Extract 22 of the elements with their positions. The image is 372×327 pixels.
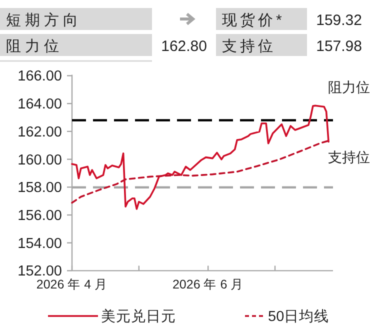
x-tick-label: 2026 年 4 月 — [36, 278, 108, 292]
ref-line-label: 支持位 — [328, 149, 370, 165]
text: 159.32 — [316, 12, 362, 29]
text: 现货价* — [222, 12, 285, 29]
y-tick-label: 154.00 — [18, 236, 62, 252]
legend-label: 50日均线 — [268, 308, 330, 325]
ref-line-label: 阻力位 — [328, 79, 370, 95]
y-tick-label: 166.00 — [18, 68, 62, 85]
legend-label: 美元兑日元 — [101, 308, 176, 325]
text: 阻力位 — [6, 38, 63, 55]
text: 162.80 — [161, 38, 207, 55]
y-tick-label: 162.00 — [18, 124, 62, 140]
line-series — [71, 104, 330, 210]
y-tick-label: 158.00 — [18, 180, 62, 196]
text: 短期方向 — [6, 12, 82, 29]
x-tick-label: 2026 年 6 月 — [172, 278, 244, 292]
y-tick-label: 156.00 — [18, 208, 62, 224]
text: 支持位 — [222, 38, 276, 55]
y-tick-label: 152.00 — [18, 264, 62, 280]
y-tick-label: 160.00 — [18, 152, 62, 168]
y-tick-label: 164.00 — [18, 96, 62, 113]
text: 157.98 — [316, 38, 362, 55]
